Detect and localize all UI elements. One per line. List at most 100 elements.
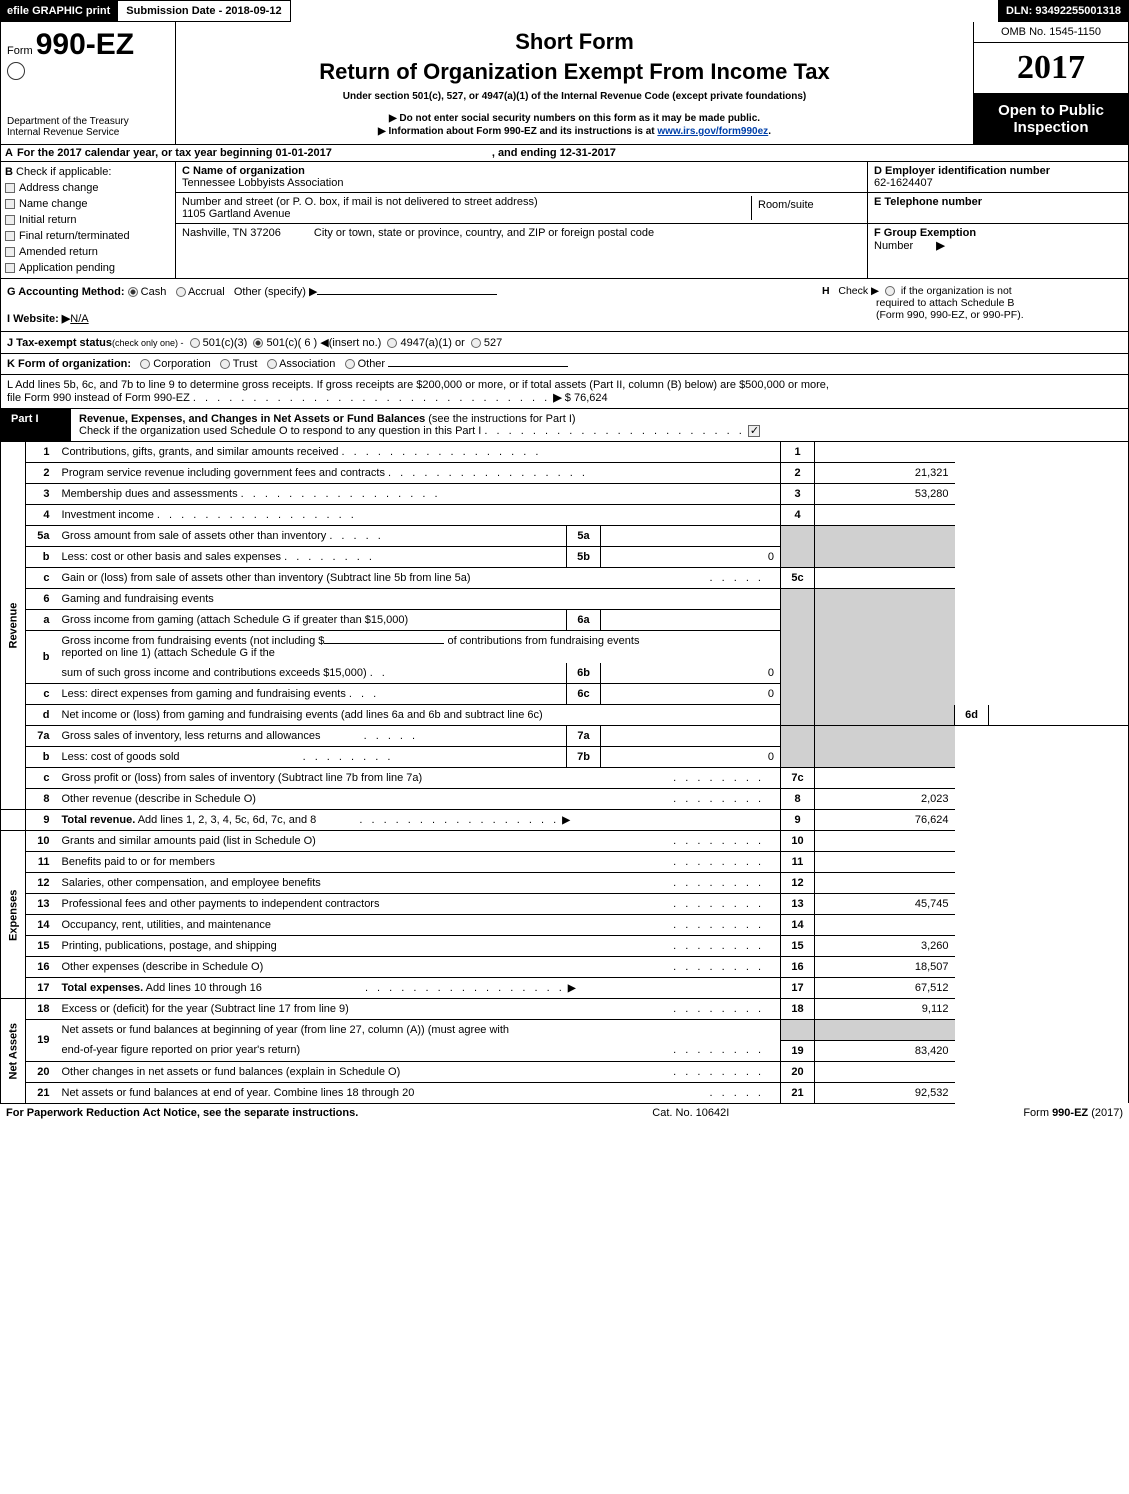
lbl-other-org: Other — [358, 358, 386, 370]
radio-corp[interactable] — [140, 359, 150, 369]
ln21-num: 21 — [26, 1082, 56, 1103]
i-label: I Website: ▶ — [7, 313, 70, 325]
radio-501c3[interactable] — [190, 338, 200, 348]
chk-amended-return[interactable] — [5, 247, 15, 257]
line-6b-bot: sum of such gross income and contributio… — [1, 663, 1129, 684]
ln9-text2: Add lines 1, 2, 3, 4, 5c, 6d, 7c, and 8 — [135, 814, 316, 826]
radio-4947[interactable] — [387, 338, 397, 348]
ln10-amt — [815, 831, 955, 852]
ln5c-text: Gain or (loss) from sale of assets other… — [62, 572, 471, 584]
ln5b-inner: 5b — [567, 547, 601, 568]
ln6-text: Gaming and fundraising events — [56, 589, 781, 610]
instructions-link[interactable]: www.irs.gov/form990ez — [657, 126, 768, 137]
line-13: 13 Professional fees and other payments … — [1, 894, 1129, 915]
title-cell: Short Form Return of Organization Exempt… — [176, 22, 973, 144]
chk-name-change[interactable] — [5, 199, 15, 209]
radio-assoc[interactable] — [267, 359, 277, 369]
ln6a-inneramt — [601, 610, 781, 631]
short-form-title: Short Form — [186, 29, 963, 55]
j-paren: (check only one) - — [112, 338, 184, 348]
ln11-dots: . . . . . . . . — [673, 856, 764, 868]
chk-address-change[interactable] — [5, 183, 15, 193]
part1-schedule-o-check[interactable] — [748, 425, 760, 437]
radio-527[interactable] — [471, 338, 481, 348]
ln21-text: Net assets or fund balances at end of ye… — [62, 1087, 415, 1099]
radio-trust[interactable] — [220, 359, 230, 369]
radio-other-org[interactable] — [345, 359, 355, 369]
lbl-trust: Trust — [233, 358, 258, 370]
ln6c-text: Less: direct expenses from gaming and fu… — [62, 688, 346, 700]
ln19-dots: . . . . . . . . — [673, 1044, 764, 1056]
ln7c-dots: . . . . . . . . — [673, 772, 764, 784]
part1-title-rest: (see the instructions for Part I) — [428, 413, 575, 425]
l-arrow: ▶ — [553, 392, 561, 404]
line-19-top: 19 Net assets or fund balances at beginn… — [1, 1020, 1129, 1041]
ln14-dots: . . . . . . . . — [673, 919, 764, 931]
ln5c-box: 5c — [781, 568, 815, 589]
b-label: B — [5, 166, 13, 178]
line-17: 17 Total expenses. Add lines 10 through … — [1, 978, 1129, 999]
ln9-amt: 76,624 — [815, 810, 955, 831]
chk-app-pending[interactable] — [5, 263, 15, 273]
e-label: E Telephone number — [874, 196, 1122, 208]
ln3-num: 3 — [26, 484, 56, 505]
line-5c: c Gain or (loss) from sale of assets oth… — [1, 568, 1129, 589]
ln6b-dollar-field[interactable] — [324, 643, 444, 644]
ln5b-dots: . . . . . . . . — [284, 551, 375, 563]
lbl-501c6: 501(c)( 6 ) — [266, 337, 317, 349]
ln9-dots: . . . . . . . . . . . . . . . . . — [359, 814, 559, 826]
other-specify-field[interactable] — [317, 294, 497, 295]
ln17-num: 17 — [26, 978, 56, 999]
radio-cash[interactable] — [128, 287, 138, 297]
k-label: K Form of organization: — [7, 358, 131, 370]
chk-final-return[interactable] — [5, 231, 15, 241]
ln5b-inneramt: 0 — [601, 547, 781, 568]
ln6c-inneramt: 0 — [601, 684, 781, 705]
ln19-num: 19 — [26, 1020, 56, 1062]
line-20: 20 Other changes in net assets or fund b… — [1, 1061, 1129, 1082]
paperwork-notice: For Paperwork Reduction Act Notice, see … — [6, 1107, 358, 1119]
footer-form-num: 990-EZ — [1052, 1107, 1088, 1119]
other-org-field[interactable] — [388, 366, 568, 367]
ln6b-text3: reported on line 1) (attach Schedule G i… — [62, 647, 275, 659]
tax-year: 2017 — [974, 43, 1128, 94]
radio-accrual[interactable] — [176, 287, 186, 297]
line-6c: c Less: direct expenses from gaming and … — [1, 684, 1129, 705]
f-arrow: ▶ — [936, 240, 944, 252]
side-revenue: Revenue — [1, 442, 26, 810]
ln6d-amt — [989, 705, 1129, 726]
open-public-badge: Open to Public Inspection — [974, 94, 1128, 144]
line-5b: b Less: cost or other basis and sales ex… — [1, 547, 1129, 568]
ln17-arrow: ▶ — [568, 983, 576, 994]
efile-print-button[interactable]: efile GRAPHIC print — [0, 0, 117, 22]
ln6b-dots: . . — [370, 667, 388, 679]
form-id-cell: Form 990-EZ Department of the Treasury I… — [1, 22, 176, 144]
j-label: J Tax-exempt status — [7, 337, 112, 349]
lbl-initial-return: Initial return — [19, 214, 76, 226]
ln21-box: 21 — [781, 1082, 815, 1103]
lbl-address-change: Address change — [19, 182, 99, 194]
ln2-amt: 21,321 — [815, 463, 955, 484]
form-page: efile GRAPHIC print Submission Date - 20… — [0, 0, 1129, 1122]
h-checkbox[interactable] — [885, 286, 895, 296]
ln20-text: Other changes in net assets or fund bala… — [62, 1066, 401, 1078]
ln11-text: Benefits paid to or for members — [62, 856, 215, 868]
ln5a-dots: . . . . . — [329, 530, 384, 542]
lbl-501c3: 501(c)(3) — [203, 337, 248, 349]
info-suffix: . — [768, 126, 771, 137]
street-label: Number and street (or P. O. box, if mail… — [182, 196, 751, 208]
ln5c-amt — [815, 568, 955, 589]
ln17-text: Total expenses. — [62, 982, 144, 994]
f-label: F Group Exemption — [874, 227, 976, 239]
line-a-row: A For the 2017 calendar year, or tax yea… — [0, 145, 1129, 162]
irs-label: Internal Revenue Service — [7, 127, 169, 138]
lbl-app-pending: Application pending — [19, 262, 115, 274]
ln17-dots: . . . . . . . . . . . . . . . . . — [365, 982, 565, 994]
chk-initial-return[interactable] — [5, 215, 15, 225]
ln6b-text1: Gross income from fundraising events (no… — [62, 635, 325, 647]
ln7c-text: Gross profit or (loss) from sales of inv… — [62, 772, 423, 784]
radio-501c[interactable] — [253, 338, 263, 348]
h-not-req: if the organization is not — [901, 285, 1012, 297]
omb-number: OMB No. 1545-1150 — [974, 22, 1128, 43]
lbl-name-change: Name change — [19, 198, 88, 210]
